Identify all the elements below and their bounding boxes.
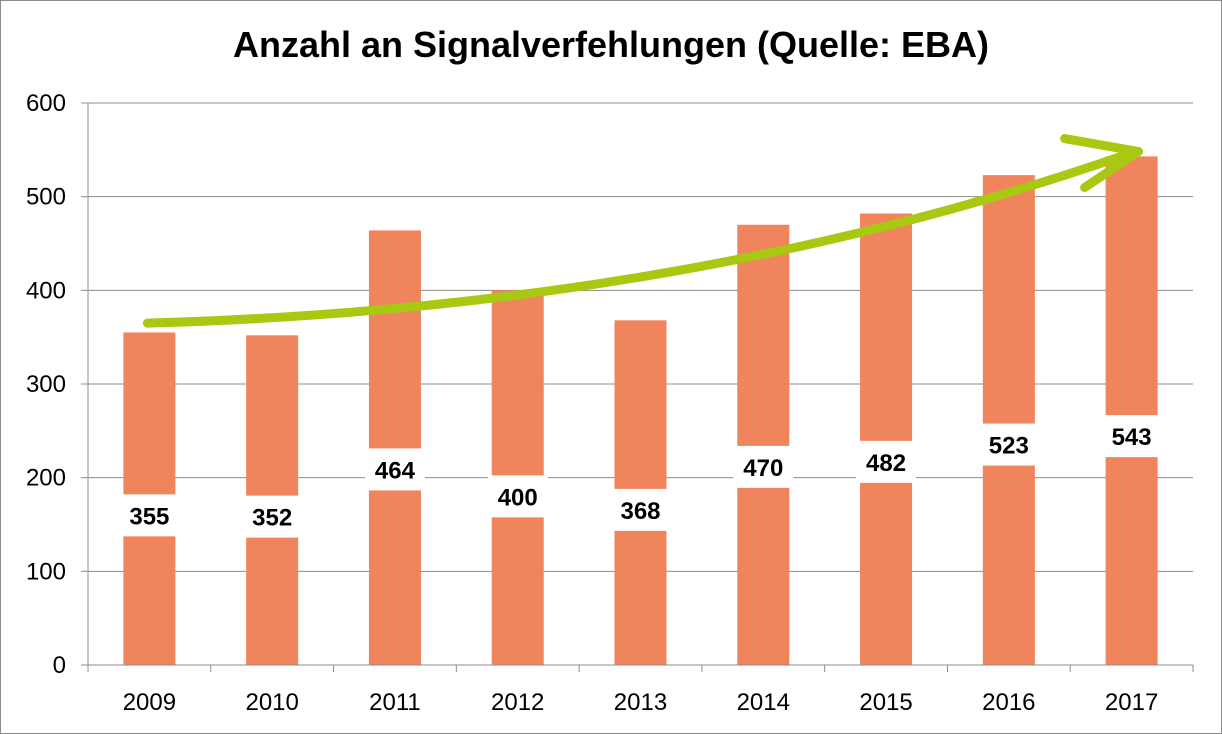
y-tick-label: 300 — [26, 371, 66, 398]
data-label: 470 — [743, 455, 783, 482]
data-label-background — [364, 448, 425, 491]
x-tick-label: 2011 — [369, 689, 421, 716]
bar-2017 — [1105, 156, 1158, 665]
y-tick-label: 200 — [26, 465, 66, 492]
bar-2016 — [982, 175, 1035, 665]
data-label: 482 — [866, 450, 906, 477]
bar-2014 — [737, 224, 790, 665]
x-tick-label: 2013 — [614, 689, 667, 716]
data-label-background — [487, 475, 548, 518]
y-tick-label: 500 — [26, 184, 66, 211]
trend-arrow-line — [142, 150, 1132, 328]
x-tick-label: 2012 — [491, 689, 544, 716]
data-label-background — [978, 423, 1039, 466]
x-tick-label: 2015 — [859, 689, 912, 716]
data-label: 523 — [989, 433, 1029, 460]
data-labels: 355 352 464 400 368 470 482 523 543 — [119, 415, 1162, 538]
data-label: 368 — [620, 498, 660, 525]
data-label: 355 — [129, 503, 169, 530]
data-label: 400 — [498, 484, 538, 511]
x-tick-label: 2017 — [1105, 689, 1158, 716]
bars — [123, 156, 1158, 666]
x-tick-label: 2009 — [123, 689, 176, 716]
data-label-background — [119, 494, 180, 537]
y-tick-label: 600 — [26, 90, 66, 117]
data-label: 352 — [252, 505, 292, 532]
chart-title: Anzahl an Signalverfehlungen (Quelle: EB… — [232, 24, 990, 65]
data-label: 543 — [1112, 424, 1152, 451]
y-tick-label: 400 — [26, 277, 66, 304]
x-tick-label: 2010 — [245, 689, 298, 716]
axes: 0 100 200 300 400 500 600 2009 2010 2011 2012 2013 2… — [26, 90, 1194, 716]
x-tick-label: 2014 — [737, 689, 790, 716]
data-label-background — [856, 440, 917, 483]
data-label-background — [733, 445, 794, 488]
trend-arrow-head — [1060, 134, 1144, 193]
data-label-background — [1101, 415, 1162, 458]
y-tick-label: 100 — [26, 558, 66, 585]
trend-arrow — [142, 134, 1144, 328]
x-tick-label: 2016 — [982, 689, 1035, 716]
data-label-background — [610, 488, 671, 531]
bar-2015 — [860, 213, 913, 665]
y-tick-label: 0 — [53, 652, 66, 679]
data-label-background — [242, 495, 303, 538]
bar-2011 — [368, 230, 421, 666]
data-label: 464 — [375, 457, 416, 484]
